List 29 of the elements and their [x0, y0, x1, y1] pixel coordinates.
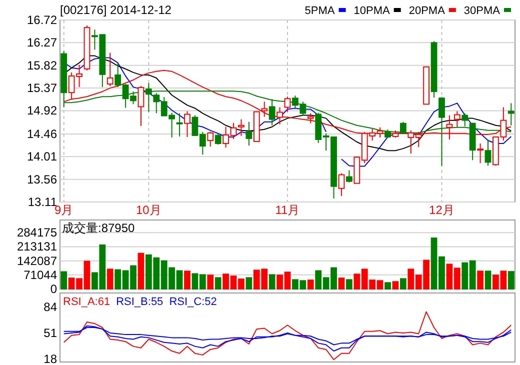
series-label: RSI_A:61: [63, 296, 110, 308]
chart-title: 成交量:87950: [62, 221, 136, 235]
y-tick-label: 16.72: [26, 13, 58, 27]
y-tick-label: 142087: [16, 254, 58, 268]
legend-label: 5PMA: [304, 5, 336, 17]
y-tick-label: 14.46: [26, 126, 58, 141]
y-tick-label: 213131: [16, 240, 58, 254]
chart-title: [002176] 2014-12-12: [60, 3, 172, 17]
y-tick-label: 284175: [16, 226, 58, 240]
legend-label: 20PMA: [408, 5, 446, 17]
text: RSI_C:52: [169, 296, 217, 308]
y-tick-label: 51: [44, 326, 58, 340]
x-tick-label: 10月: [136, 203, 162, 217]
x-tick-label: 9月: [54, 203, 74, 217]
y-tick-label: 71044: [24, 268, 58, 282]
text: RSI_B:55: [116, 296, 164, 308]
y-tick-label: 0: [50, 282, 58, 296]
y-tick-label: 15.37: [26, 81, 58, 96]
legend-label: 30PMA: [464, 5, 501, 17]
y-tick-label: 84: [44, 300, 58, 314]
y-tick-label: 16.27: [26, 36, 58, 50]
y-tick-label: 13.56: [26, 172, 58, 186]
y-tick-label: 14.92: [26, 104, 58, 118]
y-tick-label: 15.82: [26, 58, 58, 72]
x-tick-label: 12月: [429, 203, 454, 217]
x-tick-label: 11月: [275, 203, 300, 217]
y-tick-label: 14.01: [26, 150, 58, 164]
legend-label: 10PMA: [354, 5, 390, 17]
y-tick-label: 18: [44, 352, 58, 365]
